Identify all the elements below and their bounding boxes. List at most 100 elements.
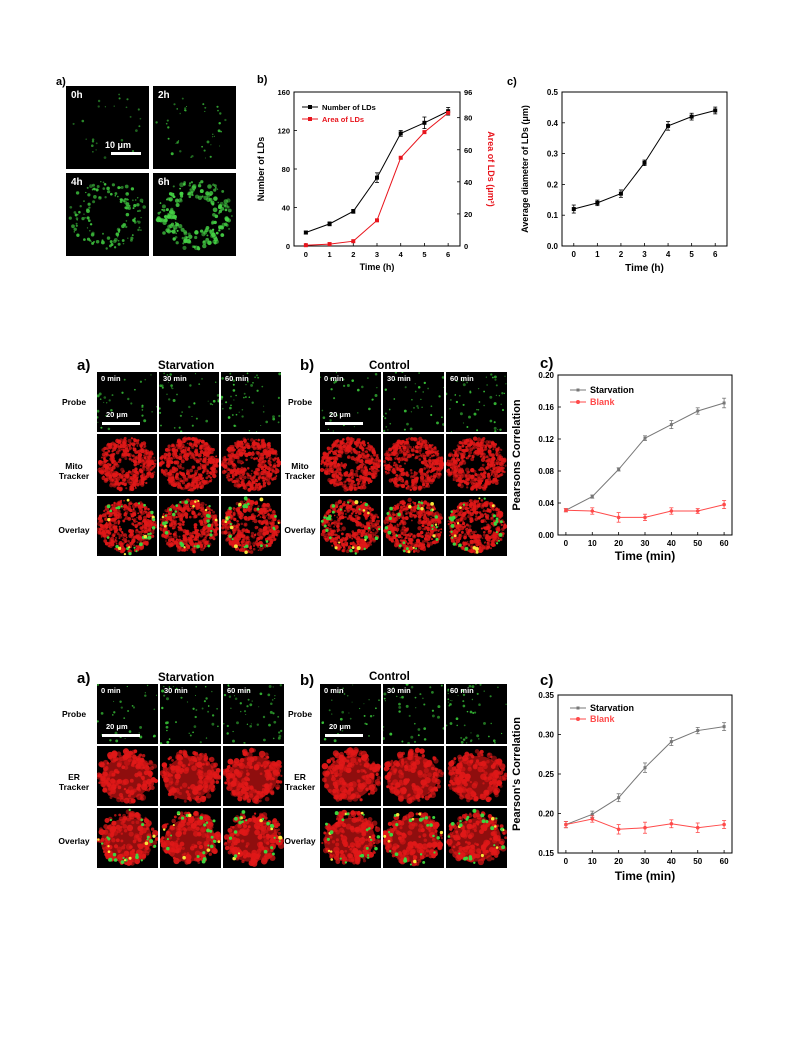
fluorescent-spot <box>139 545 144 550</box>
fluorescent-spot <box>206 193 211 198</box>
fluorescent-spot <box>193 545 196 548</box>
fluorescent-spot <box>175 444 179 447</box>
fluorescent-spot <box>343 480 347 484</box>
fluorescent-spot <box>143 515 147 520</box>
fluorescent-spot <box>220 130 222 133</box>
fluorescent-spot <box>196 484 200 489</box>
fig1-micrograph-0h-dots <box>72 93 142 159</box>
fluorescent-spot <box>125 506 130 511</box>
fig2-panel-b-title: Control <box>369 360 410 372</box>
fluorescent-spot <box>271 448 275 452</box>
fluorescent-spot <box>123 436 127 440</box>
fluorescent-spot <box>162 528 165 531</box>
fluorescent-spot <box>324 462 329 466</box>
fluorescent-spot <box>147 528 151 533</box>
fluorescent-spot <box>207 523 211 528</box>
fluorescent-spot <box>217 109 219 112</box>
fluorescent-spot <box>384 452 389 457</box>
fluorescent-spot <box>200 515 204 518</box>
fluorescent-spot <box>362 463 365 466</box>
fluorescent-spot <box>126 479 131 484</box>
fluorescent-spot <box>115 529 118 532</box>
fluorescent-spot <box>271 534 276 539</box>
fluorescent-spot <box>75 224 78 227</box>
fluorescent-spot <box>458 394 461 397</box>
fig1-panel-a-label: a) <box>56 76 66 88</box>
fluorescent-spot <box>229 406 232 410</box>
fluorescent-spot <box>101 240 105 245</box>
y-right-tick-label: 0 <box>464 242 468 251</box>
fluorescent-spot <box>177 445 182 450</box>
fluorescent-spot <box>141 474 144 477</box>
fluorescent-spot <box>333 520 337 524</box>
data-point <box>642 160 647 165</box>
fluorescent-spot <box>340 462 343 465</box>
fluorescent-spot <box>222 458 227 464</box>
fluorescent-spot <box>417 485 423 490</box>
fluorescent-spot <box>139 380 143 383</box>
fluorescent-spot <box>248 430 251 432</box>
fluorescent-spot <box>188 240 191 243</box>
fluorescent-spot <box>257 483 260 487</box>
fluorescent-spot <box>367 377 369 379</box>
fluorescent-spot <box>101 456 103 459</box>
fluorescent-spot <box>173 521 175 523</box>
fluorescent-spot <box>416 446 420 450</box>
fluorescent-spot <box>213 514 218 518</box>
fluorescent-spot <box>238 523 240 526</box>
fig2-row-label-overlay: Overlay <box>284 525 316 535</box>
fluorescent-spot <box>365 447 368 450</box>
fluorescent-spot <box>367 442 370 445</box>
fluorescent-spot <box>86 227 89 229</box>
fluorescent-spot <box>171 444 175 447</box>
fluorescent-spot <box>191 415 193 418</box>
fluorescent-spot <box>161 386 164 389</box>
fluorescent-spot <box>422 483 426 487</box>
fluorescent-spot <box>134 199 137 201</box>
fluorescent-spot <box>166 516 170 520</box>
fluorescent-spot <box>226 198 231 203</box>
fluorescent-spot <box>200 180 204 184</box>
fluorescent-spot <box>456 459 460 463</box>
fluorescent-spot <box>86 216 90 220</box>
fluorescent-spot <box>118 93 120 96</box>
fluorescent-spot <box>197 499 200 503</box>
fluorescent-spot <box>192 504 195 508</box>
fluorescent-spot <box>163 456 168 461</box>
fluorescent-spot <box>438 395 441 398</box>
fluorescent-spot <box>335 454 339 458</box>
fluorescent-spot <box>476 408 478 411</box>
fluorescent-spot <box>141 404 144 407</box>
fluorescent-spot <box>419 472 425 477</box>
fluorescent-spot <box>245 544 249 548</box>
fluorescent-spot <box>179 453 183 457</box>
fluorescent-spot <box>75 217 79 220</box>
fluorescent-spot <box>339 441 343 445</box>
fluorescent-spot <box>254 525 259 530</box>
fluorescent-spot <box>383 415 385 418</box>
fluorescent-spot <box>103 396 107 399</box>
fluorescent-spot <box>328 472 331 475</box>
fluorescent-spot <box>205 476 209 480</box>
fluorescent-spot <box>424 474 429 478</box>
fluorescent-spot <box>374 531 378 535</box>
fluorescent-spot <box>135 471 140 475</box>
fluorescent-spot <box>246 475 251 480</box>
fluorescent-spot <box>131 518 134 520</box>
fluorescent-spot <box>131 468 135 472</box>
fluorescent-spot <box>399 457 404 462</box>
fluorescent-spot <box>187 447 191 450</box>
fluorescent-spot <box>137 108 140 111</box>
fluorescent-spot <box>399 483 402 487</box>
fluorescent-spot <box>123 552 127 556</box>
fluorescent-spot <box>204 110 206 112</box>
fluorescent-spot <box>218 121 221 125</box>
fluorescent-spot <box>145 451 149 455</box>
fluorescent-spot <box>106 511 109 514</box>
fluorescent-spot <box>141 409 144 411</box>
fluorescent-spot <box>250 472 253 475</box>
fluorescent-spot <box>273 449 278 454</box>
fluorescent-spot <box>209 476 212 479</box>
fluorescent-spot <box>188 405 191 409</box>
fluorescent-spot <box>498 457 502 461</box>
